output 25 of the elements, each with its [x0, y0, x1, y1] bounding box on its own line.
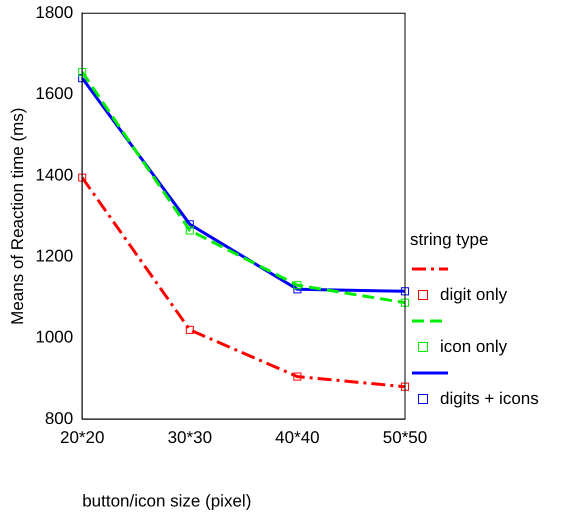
- legend-label: digit only: [440, 285, 508, 305]
- point: [186, 226, 194, 234]
- y-tick-label: 1200: [35, 246, 74, 266]
- legend-label: digits + icons: [440, 389, 539, 409]
- y-axis-title: Means of Reaction time (ms): [8, 108, 27, 325]
- y-tick-label: 800: [44, 408, 74, 428]
- x-tick-label: 20*20: [60, 428, 104, 448]
- point: [78, 174, 86, 182]
- point: [400, 287, 410, 296]
- y-tick-label: 1600: [35, 84, 74, 104]
- legend-label: icon only: [440, 337, 508, 357]
- y-tick-label: 1800: [35, 2, 74, 22]
- y-tick-label: 1000: [35, 328, 74, 347]
- x-axis-title: button/icon size (pixel): [82, 491, 252, 510]
- point: [400, 382, 410, 391]
- point: [78, 68, 86, 76]
- x-tick-label: 40*40: [275, 428, 320, 448]
- point: [293, 281, 302, 290]
- y-tick-label: 1400: [35, 165, 74, 184]
- x-tick-label: 30*30: [168, 428, 212, 448]
- x-tick-label: 50*50: [382, 428, 428, 448]
- legend-title: string type: [410, 230, 490, 250]
- point: [400, 298, 410, 307]
- point: [293, 372, 302, 381]
- point: [186, 326, 194, 334]
